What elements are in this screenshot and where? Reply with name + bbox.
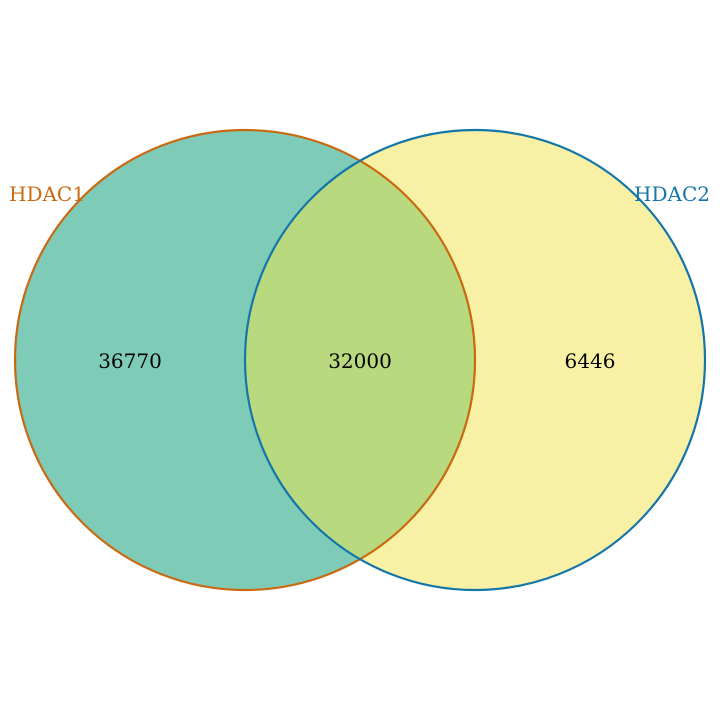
set-a-outline [13, 128, 477, 592]
set-a-label: HDAC1 [9, 182, 85, 206]
set-b-label: HDAC2 [634, 182, 710, 206]
count-only-b: 6446 [565, 349, 616, 373]
set-b-outline [243, 128, 707, 592]
count-intersection: 32000 [328, 349, 392, 373]
count-only-a: 36770 [98, 349, 162, 373]
overlap-region [245, 130, 475, 590]
